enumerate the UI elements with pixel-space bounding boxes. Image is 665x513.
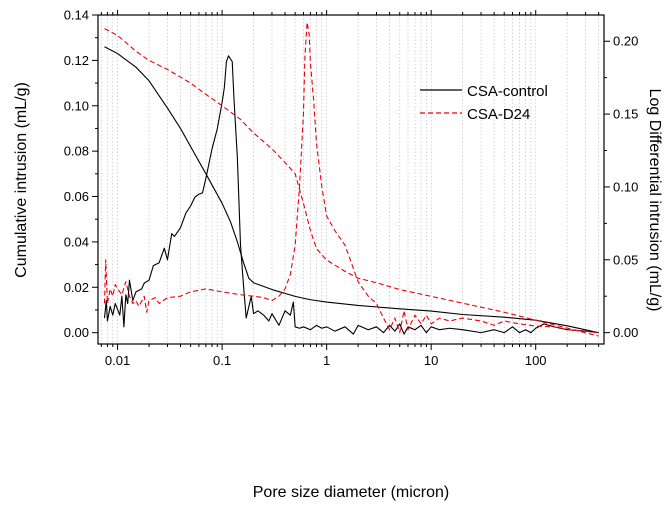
x-tick-label: 1 [323,353,330,368]
y-right-tick-label: 0.10 [613,179,638,194]
gridlines [100,15,600,344]
series-line-csa-control-log-differential [103,55,599,335]
plot-frame [97,14,605,345]
x-tick-label: 0.01 [105,353,130,368]
y-left-tick-label: 0.08 [64,144,89,159]
y-left-tick-label: 0.12 [64,53,89,68]
y-left-tick-label: 0.10 [64,98,89,113]
legend-label-csa-d24: CSA-D24 [467,106,530,123]
series-line-csa-control-cumulative [104,46,599,334]
y-axis-right-title: Log Differential intrusion (mL/g) [646,89,663,312]
legend: CSA-control CSA-D24 [420,83,548,123]
x-axis-title: Pore size diameter (micron) [253,484,450,501]
series-line-csa-d24-log-differential [103,21,599,334]
series-line-csa-d24-cumulative [104,28,599,337]
x-tick-label: 0.1 [213,353,231,368]
series-layer [103,21,599,337]
y-left-tick-label: 0.06 [64,189,89,204]
y-right-tick-label: 0.15 [613,107,638,122]
y-right-tick-label: 0.05 [613,252,638,267]
y-axis-left-title: Cumulative intrusion (mL/g) [13,82,30,278]
y-left-tick-label: 0.04 [64,234,89,249]
x-tick-label: 10 [424,353,438,368]
legend-label-csa-control: CSA-control [467,83,548,100]
x-tick-label: 100 [525,353,547,368]
y-left-tick-label: 0.14 [64,8,89,23]
y-left-tick-label: 0.02 [64,280,89,295]
y-right-tick-label: 0.00 [613,325,638,340]
y-left-tick-label: 0.00 [64,325,89,340]
axes-layer: 0.01 0.1 1 10 100 0.00 0.02 0.04 0.06 0.08 0.10 0.1… [64,8,639,369]
y-right-tick-label: 0.20 [613,34,638,49]
